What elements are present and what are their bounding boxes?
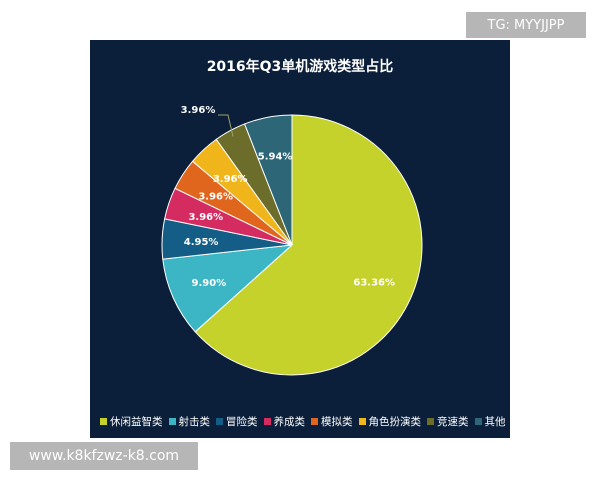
data-label-casual-puzzle: 63.36% xyxy=(353,278,395,289)
legend-swatch-casual-puzzle xyxy=(100,417,107,425)
legend-swatch-simulation xyxy=(311,417,318,425)
pie-slice-other xyxy=(243,114,293,246)
legend-swatch-other xyxy=(474,417,482,425)
legend-item-racing: 竞速类 xyxy=(427,414,469,429)
legend-label-simulation: 模拟类 xyxy=(321,415,353,428)
legend-swatch-nurture xyxy=(263,417,271,425)
data-label-adventure: 4.95% xyxy=(184,237,219,248)
legend-label-racing: 竞速类 xyxy=(437,415,469,428)
legend-item-shooter: 射击类 xyxy=(168,414,211,429)
legend-swatch-adventure xyxy=(216,417,223,425)
legend-item-other: 其他 xyxy=(474,414,506,429)
legend-swatch-shooter xyxy=(168,417,176,425)
legend-label-adventure: 冒险类 xyxy=(226,415,258,428)
legend-item-casual-puzzle: 休闲益智类 xyxy=(100,414,163,429)
pie-slice-casual-puzzle xyxy=(194,114,423,376)
legend-label-other: 其他 xyxy=(484,415,506,428)
leader-line-racing xyxy=(218,114,234,137)
chart-panel: 2016年Q3单机游戏类型占比 63.36% 9.90% 4.95% 3.96% 3.9… xyxy=(90,40,510,438)
chart-title: 2016年Q3单机游戏类型占比 xyxy=(206,59,394,75)
legend-swatch-racing xyxy=(427,417,434,425)
legend-label-shooter: 射击类 xyxy=(178,415,211,428)
legend-swatch-rpg xyxy=(358,417,366,425)
legend-item-nurture: 养成类 xyxy=(263,414,306,429)
tg-watermark-badge: TG: MYYJJPP xyxy=(466,12,586,38)
data-label-simulation: 3.96% xyxy=(198,192,233,203)
pie-chart: 63.36% 9.90% 4.95% 3.96% 3.96% 3.96% 3.96% 5.94… xyxy=(161,105,423,376)
legend-item-simulation: 模拟类 xyxy=(311,414,353,429)
chart-legend: 休闲益智类 射击类 冒险类 养成类 模拟类 角色扮演类 竞速类 其他 xyxy=(100,412,506,430)
legend-label-casual-puzzle: 休闲益智类 xyxy=(110,415,163,428)
data-label-other: 5.94% xyxy=(258,152,293,163)
data-label-shooter: 9.90% xyxy=(192,278,227,289)
legend-item-adventure: 冒险类 xyxy=(216,414,258,429)
pie-slice-shooter xyxy=(162,244,294,333)
legend-label-nurture: 养成类 xyxy=(273,415,306,428)
url-watermark-badge: www.k8kfzwz-k8.com xyxy=(10,442,198,470)
legend-item-rpg: 角色扮演类 xyxy=(358,414,422,429)
data-label-nurture: 3.96% xyxy=(188,212,223,223)
legend-label-rpg: 角色扮演类 xyxy=(368,415,422,428)
data-label-racing: 3.96% xyxy=(181,105,216,116)
data-label-rpg: 3.96% xyxy=(213,174,248,185)
